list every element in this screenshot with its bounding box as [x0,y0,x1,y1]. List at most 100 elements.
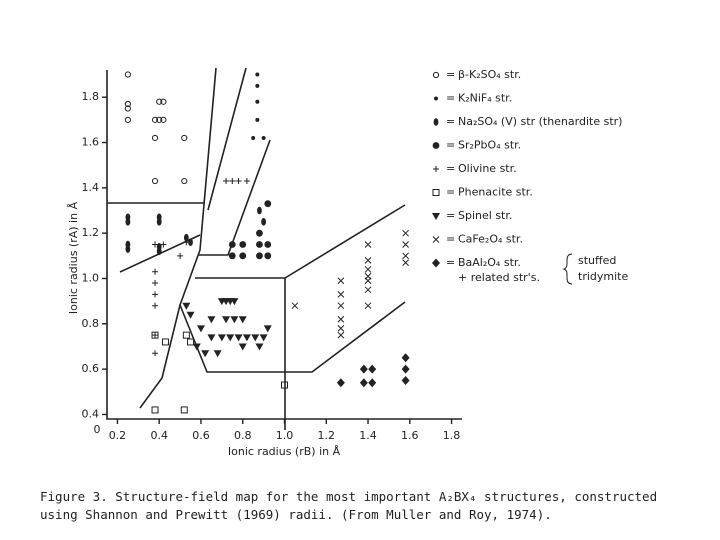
point [401,375,410,385]
field-boundaries [107,67,406,430]
point [401,353,410,363]
point [434,96,438,101]
point [238,316,247,324]
point [152,350,159,357]
point [217,334,226,342]
legend-label: Sr₂PbO₄ str. [458,139,521,152]
point [433,166,439,172]
point [151,177,159,185]
legend-eq: = [446,68,455,81]
y-tick-label: 1.0 [82,271,100,284]
x-tick-label: 0.6 [192,429,210,442]
point [192,343,201,351]
point [152,332,159,339]
point [433,118,439,126]
point [281,381,288,389]
point [207,334,216,342]
point [182,331,190,339]
x-tick-label: 1.6 [401,429,419,442]
point [261,218,267,226]
point [364,241,372,248]
point [230,316,239,324]
point [235,178,242,185]
point [255,343,264,351]
point [256,252,263,260]
brace [562,253,573,285]
point [124,71,131,78]
point [401,364,410,374]
point [256,229,263,237]
y-tick-label: 0.6 [82,362,100,375]
point [432,213,440,220]
point [229,178,236,185]
point [337,315,345,323]
legend-label: K₂NiF₄ str. [458,92,512,105]
point [180,406,188,414]
point [152,241,159,248]
y-axis-label: Ionic radius (rA) in Å [67,201,80,314]
legend-eq: = [446,209,455,222]
boundary [198,139,271,256]
legend-eq: = [446,186,455,199]
point [151,406,159,414]
point [234,334,243,342]
point [359,364,368,374]
point [239,252,247,260]
legend-label: β-K₂SO₄ str. [458,68,521,81]
x-tick-label: 1.2 [318,429,336,442]
point [255,99,260,104]
point [186,311,195,319]
legend-eq: = [446,233,455,246]
legend-label: Spinel str. [458,209,512,222]
point [228,252,236,260]
point [255,117,260,122]
point [156,218,162,226]
origin-label: 0 [94,423,101,436]
point [432,189,440,196]
point [188,238,193,247]
point [160,98,167,105]
annotation: tridymite [578,270,628,283]
point [187,338,195,346]
axes [106,70,462,420]
boundary [195,204,406,279]
point [156,98,163,105]
point [181,177,188,185]
point [201,350,210,358]
point [124,100,131,108]
annotation: + related str's. [458,271,540,284]
point [152,291,159,298]
point [213,350,222,358]
x-axis-label: Ionic radius (rB) in Å [228,445,341,458]
point [183,239,190,246]
point [259,334,268,342]
point [364,277,372,285]
point [256,241,263,248]
point [251,334,260,342]
point [364,257,372,264]
point [402,241,409,248]
y-tick-label: 0.8 [82,317,100,330]
point [226,334,235,342]
point [261,135,266,140]
point [124,116,131,123]
point [207,316,216,324]
point [152,280,159,287]
point [336,378,345,388]
legend-eq: = [446,92,455,105]
legend-eq: = [446,139,455,152]
point [255,83,260,88]
point [257,206,262,215]
point [432,236,440,243]
point [364,266,372,273]
x-tick-label: 0.8 [234,429,252,442]
point [239,241,247,248]
y-tick-label: 1.8 [82,90,100,103]
point [124,105,131,112]
point [181,134,188,142]
point [161,338,169,346]
point [402,229,409,237]
point [183,233,189,242]
x-tick-label: 0.2 [109,429,127,442]
